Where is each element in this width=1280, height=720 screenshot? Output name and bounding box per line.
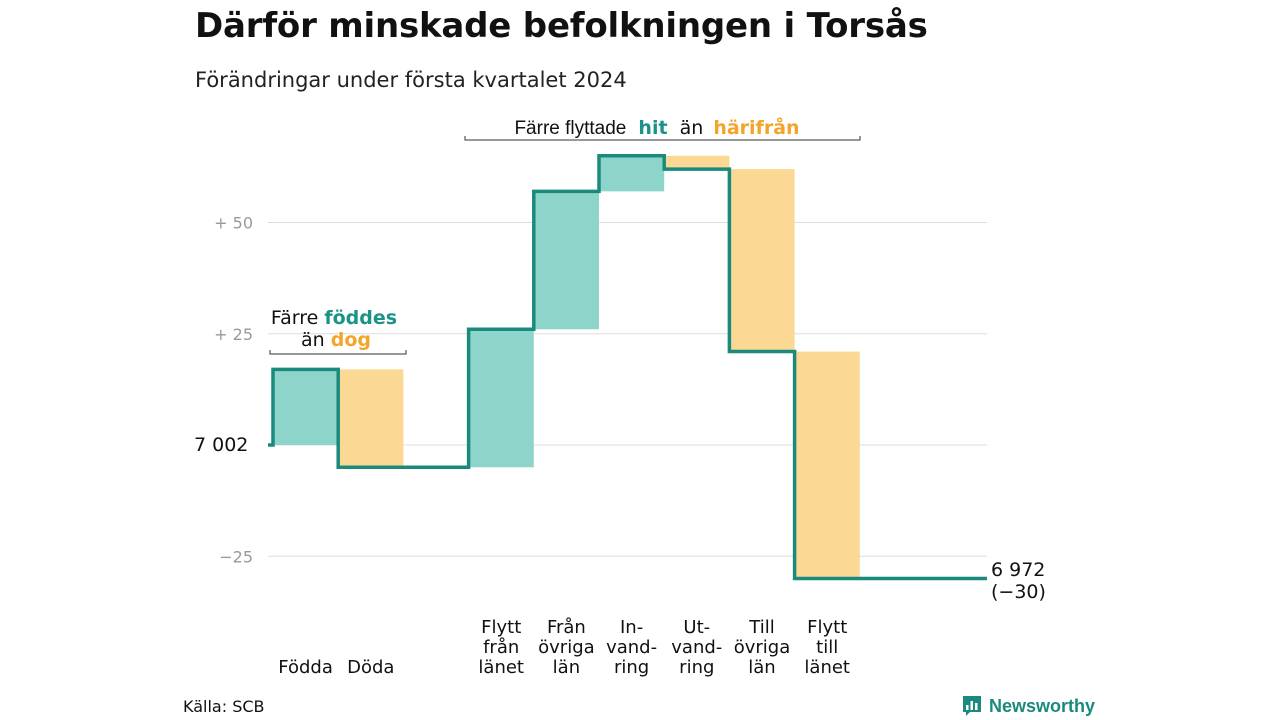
category-label: Födda bbox=[278, 657, 333, 678]
category-label: Flytt bbox=[481, 617, 521, 638]
births-annotation: Färre föddes än dog bbox=[269, 307, 407, 355]
waterfall-bar bbox=[729, 169, 795, 352]
category-label: vand- bbox=[606, 637, 657, 658]
births-annotation-highlight: föddes bbox=[324, 307, 397, 329]
waterfall-bar bbox=[533, 191, 599, 330]
category-label: Döda bbox=[347, 657, 394, 678]
newsworthy-logo: Newsworthy bbox=[961, 693, 1095, 719]
category-label: ring bbox=[679, 657, 714, 678]
category-label: vand- bbox=[671, 637, 722, 658]
category-label: länet bbox=[478, 657, 524, 678]
category-label: övriga bbox=[734, 637, 791, 658]
cumulative-step-line bbox=[268, 154, 987, 581]
category-label: län bbox=[748, 657, 775, 678]
category-label: Flytt bbox=[807, 617, 847, 638]
category-label: Till bbox=[748, 617, 774, 638]
end-value-label: 6 972 bbox=[991, 559, 1045, 581]
source-note: Källa: SCB bbox=[183, 697, 265, 716]
start-value-label: 7 002 bbox=[194, 434, 248, 456]
waterfall-bar bbox=[273, 369, 339, 445]
category-label: In- bbox=[620, 617, 643, 638]
migration-annotation-highlight-2: härifrån bbox=[713, 115, 799, 139]
migration-annotation-text-2: än bbox=[680, 117, 704, 139]
births-annotation-text: Färre bbox=[271, 307, 318, 329]
waterfall-bar bbox=[468, 329, 534, 468]
bar-layer bbox=[273, 155, 860, 579]
line-layer bbox=[268, 154, 987, 581]
category-label: ring bbox=[614, 657, 649, 678]
category-label: Från bbox=[547, 617, 586, 638]
migration-annotation-highlight: hit bbox=[638, 117, 667, 139]
logo-text: Newsworthy bbox=[989, 695, 1096, 716]
category-label: övriga bbox=[538, 637, 595, 658]
category-label: Ut- bbox=[683, 617, 710, 638]
births-annotation-bracket bbox=[269, 350, 407, 355]
category-label: från bbox=[483, 637, 519, 658]
chart-subtitle: Förändringar under första kvartalet 2024 bbox=[195, 68, 627, 92]
label-layer: Födda DödaFlyttfrånlänetFrånövrigalänIn-v… bbox=[278, 617, 850, 678]
category-label: länet bbox=[804, 657, 850, 678]
y-tick-label: + 50 bbox=[214, 214, 253, 233]
category-label: till bbox=[816, 637, 838, 658]
migration-annotation-bracket bbox=[464, 136, 861, 141]
end-change-label: (−30) bbox=[991, 581, 1046, 603]
svg-text:än dog: än dog bbox=[301, 329, 371, 351]
waterfall-bar bbox=[599, 155, 665, 192]
migration-annotation-text: Färre flyttade bbox=[514, 118, 626, 139]
migration-annotation: Färre flyttade hit än härifrån bbox=[464, 115, 861, 141]
y-tick-label: −25 bbox=[219, 547, 253, 566]
category-label: län bbox=[553, 657, 580, 678]
bar-chart-logo-icon bbox=[963, 696, 981, 716]
grid-layer: + 50 + 25 −25 bbox=[214, 214, 987, 566]
waterfall-bar bbox=[338, 369, 404, 468]
chart-title: Därför minskade befolkningen i Torsås bbox=[195, 6, 928, 46]
waterfall-bar bbox=[794, 351, 860, 579]
y-tick-label: + 25 bbox=[214, 325, 253, 344]
births-annotation-text-2: än bbox=[301, 329, 325, 351]
svg-text:Färre flyttade hit: Färre flyttade hit än härifrån bbox=[514, 115, 799, 139]
waterfall-bar bbox=[664, 155, 730, 170]
svg-text:Färre föddes: Färre föddes bbox=[271, 307, 397, 329]
births-annotation-highlight-2: dog bbox=[331, 329, 371, 351]
